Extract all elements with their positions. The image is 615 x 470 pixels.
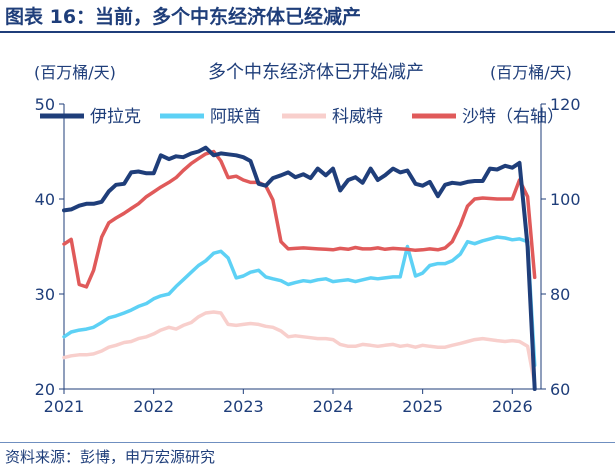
left-y-tick-label: 20 xyxy=(35,380,55,399)
legend-item-saudi: 沙特（右轴） xyxy=(412,107,564,127)
x-tick-label: 2024 xyxy=(313,397,354,416)
series-line-iraq xyxy=(62,145,537,391)
footer-rule xyxy=(0,442,615,443)
legend-item-iraq: 伊拉克 xyxy=(40,107,141,127)
right-y-tick-label: 80 xyxy=(550,285,570,304)
legend-label-saudi: 沙特（右轴） xyxy=(462,107,564,127)
x-tick-label: 2026 xyxy=(492,397,533,416)
left-y-tick-label: 50 xyxy=(35,95,55,114)
right-axis-unit: (百万桶/天) xyxy=(490,63,572,82)
right-y-tick-label: 100 xyxy=(550,190,581,209)
left-y-tick-label: 30 xyxy=(35,285,55,304)
figure-header: 图表 16：当前，多个中东经济体已经减产 xyxy=(0,0,615,33)
series-line-kuwait xyxy=(62,310,537,387)
left-y-tick-label: 40 xyxy=(35,190,55,209)
plot-lines xyxy=(62,145,537,391)
chart-title: 多个中东经济体已开始减产 xyxy=(208,62,424,83)
axes: 20 30 40 50 60 80 100 120 2021 2022 2023 2024 2025 20… xyxy=(35,95,581,416)
header-rule xyxy=(0,31,615,33)
series-line-uae xyxy=(62,235,537,368)
legend-label-uae: 阿联酋 xyxy=(210,107,261,127)
legend-label-kuwait: 科威特 xyxy=(332,107,383,127)
legend-item-uae: 阿联酋 xyxy=(160,107,261,127)
series-line-saudi xyxy=(62,149,537,289)
legend: 伊拉克 阿联酋 科威特 沙特（右轴） xyxy=(40,107,564,127)
line-chart: 多个中东经济体已开始减产 (百万桶/天) (百万桶/天) 伊拉克 阿联酋 科威特… xyxy=(34,62,581,416)
x-tick-label: 2025 xyxy=(402,397,443,416)
right-y-tick-label: 60 xyxy=(550,380,570,399)
right-y-tick-label: 120 xyxy=(550,95,581,114)
source-note: 资料来源：彭博，申万宏源研究 xyxy=(5,448,216,466)
legend-label-iraq: 伊拉克 xyxy=(90,107,141,127)
left-axis-unit: (百万桶/天) xyxy=(34,63,116,82)
x-tick-label: 2022 xyxy=(133,397,174,416)
figure-caption: 图表 16：当前，多个中东经济体已经减产 xyxy=(5,6,362,28)
legend-item-kuwait: 科威特 xyxy=(282,107,383,127)
x-tick-label: 2023 xyxy=(223,397,264,416)
x-tick-label: 2021 xyxy=(44,397,85,416)
